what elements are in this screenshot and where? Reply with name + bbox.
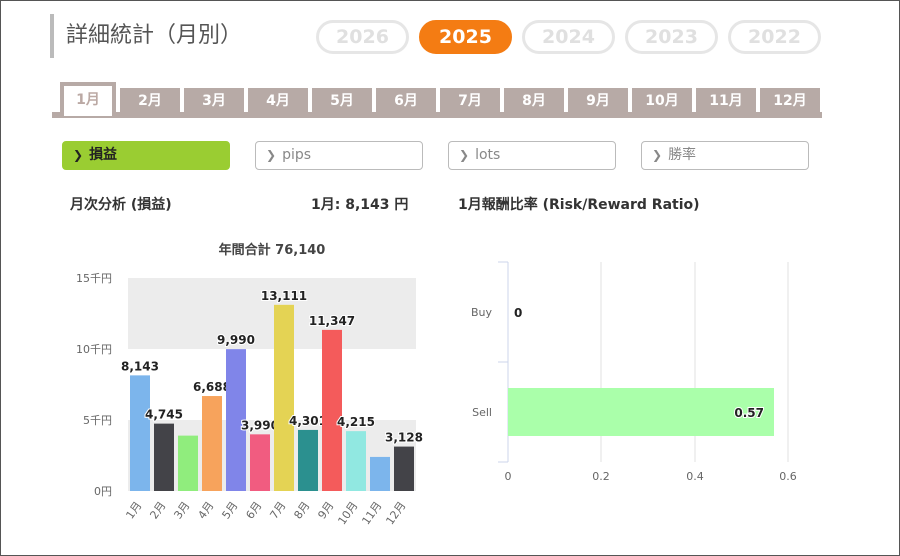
metric-label: pips (282, 147, 312, 163)
metric-label: lots (475, 147, 501, 163)
tab-month-8[interactable]: 8月 (504, 88, 564, 114)
tab-month-3[interactable]: 3月 (184, 88, 244, 114)
year-button-2025[interactable]: 2025 (419, 20, 512, 54)
month-profit-value: 1月: 8,143 円 (311, 197, 409, 213)
data-label: 9,990 (217, 333, 255, 347)
tab-month-1[interactable]: 1月 (60, 82, 116, 116)
x-tick-label: 5月 (219, 499, 240, 521)
tab-month-7[interactable]: 7月 (440, 88, 500, 114)
x-tick-label: 1月 (123, 499, 144, 521)
metric-button-lots[interactable]: ❯ lots (448, 141, 616, 170)
data-label: 0 (514, 306, 522, 320)
bar (202, 396, 222, 491)
y-tick-label: 10千円 (76, 343, 112, 356)
metric-label: 勝率 (668, 147, 697, 163)
bar (154, 423, 174, 491)
bar (274, 304, 294, 491)
tab-month-6[interactable]: 6月 (376, 88, 436, 114)
y-tick-label: 5千円 (83, 414, 112, 427)
year-button-2023[interactable]: 2023 (625, 20, 718, 54)
plot-band (128, 420, 416, 491)
data-label: 3,990 (241, 418, 279, 432)
bar (130, 375, 150, 491)
x-tick-label: 0.4 (686, 470, 704, 483)
bar (226, 349, 246, 491)
tab-month-11[interactable]: 11月 (696, 88, 756, 114)
tab-month-4[interactable]: 4月 (248, 88, 308, 114)
x-tick-label: 11月 (359, 499, 384, 527)
month-tabs: 1月 2月 3月 4月 5月 6月 7月 8月 9月 10月 11月 12月 (52, 80, 822, 118)
bar (298, 429, 318, 491)
right-section-heading: 1月報酬比率 (Risk/Reward Ratio) (458, 197, 700, 213)
tabs-underline (52, 112, 822, 118)
year-button-2026[interactable]: 2026 (316, 20, 409, 54)
x-tick-label: 3月 (171, 499, 192, 521)
tab-month-12[interactable]: 12月 (760, 88, 820, 114)
monthly-profit-chart: 年間合計 76,140 0円 5千円 10千円 15千円 8,143 1月 4,745 2月 3月… (76, 242, 424, 527)
data-label: 0.57 (734, 406, 764, 420)
bar (370, 456, 390, 491)
data-label: 13,111 (261, 289, 307, 303)
x-tick-label: 0.2 (592, 470, 610, 483)
data-label: 6,688 (193, 380, 231, 394)
data-label: 3,128 (385, 431, 423, 445)
year-button-2022[interactable]: 2022 (728, 20, 821, 54)
x-tick-label: 4月 (195, 499, 216, 521)
risk-reward-chart: 0 0.2 0.4 0.6 Buy 0 Sell 0.57 (471, 261, 797, 483)
x-tick-label: 8月 (291, 499, 312, 521)
data-label: 4,215 (337, 415, 375, 429)
x-tick-label: 0.6 (779, 470, 797, 483)
x-tick-label: 12月 (383, 499, 408, 527)
left-section-heading: 月次分析 (損益) (70, 197, 172, 213)
year-button-2024[interactable]: 2024 (522, 20, 615, 54)
x-tick-label: 6月 (243, 499, 264, 521)
tab-month-2[interactable]: 2月 (120, 88, 180, 114)
page-title: 詳細統計（月別） (66, 23, 243, 48)
bar (250, 434, 270, 491)
data-label: 4,745 (145, 408, 183, 422)
plot-band (128, 278, 416, 349)
chevron-right-icon: ❯ (266, 148, 277, 162)
chevron-right-icon: ❯ (652, 148, 663, 162)
x-tick-label: 0 (505, 470, 512, 483)
x-tick-label: 7月 (267, 499, 288, 521)
y-category-label: Sell (472, 406, 492, 419)
data-label: 11,347 (309, 314, 355, 328)
bar (322, 329, 342, 491)
metric-button-pips[interactable]: ❯ pips (255, 141, 423, 170)
metric-label: 損益 (89, 147, 118, 163)
y-category-label: Buy (471, 306, 493, 319)
data-label: 8,143 (121, 359, 159, 373)
x-tick-label: 10月 (335, 499, 360, 527)
data-label: 4,301 (289, 414, 327, 428)
y-tick-label: 0円 (94, 485, 112, 498)
x-tick-label: 9月 (315, 499, 336, 521)
chevron-right-icon: ❯ (459, 148, 470, 162)
tab-month-5[interactable]: 5月 (312, 88, 372, 114)
tab-month-9[interactable]: 9月 (568, 88, 628, 114)
y-tick-label: 15千円 (76, 272, 112, 285)
plot-band (128, 349, 416, 420)
title-block: 詳細統計（月別） (50, 14, 242, 58)
metric-button-profit[interactable]: ❯ 損益 (62, 141, 230, 170)
x-tick-label: 2月 (147, 499, 168, 521)
bar (178, 435, 198, 491)
bar (508, 388, 774, 436)
year-selector: 2026 2025 2024 2023 2022 (316, 20, 821, 54)
bar (346, 431, 366, 491)
chevron-right-icon: ❯ (73, 148, 84, 162)
tab-month-10[interactable]: 10月 (632, 88, 692, 114)
metric-button-winrate[interactable]: ❯ 勝率 (641, 141, 809, 170)
chart-title: 年間合計 76,140 (219, 242, 326, 258)
bar (394, 446, 414, 491)
